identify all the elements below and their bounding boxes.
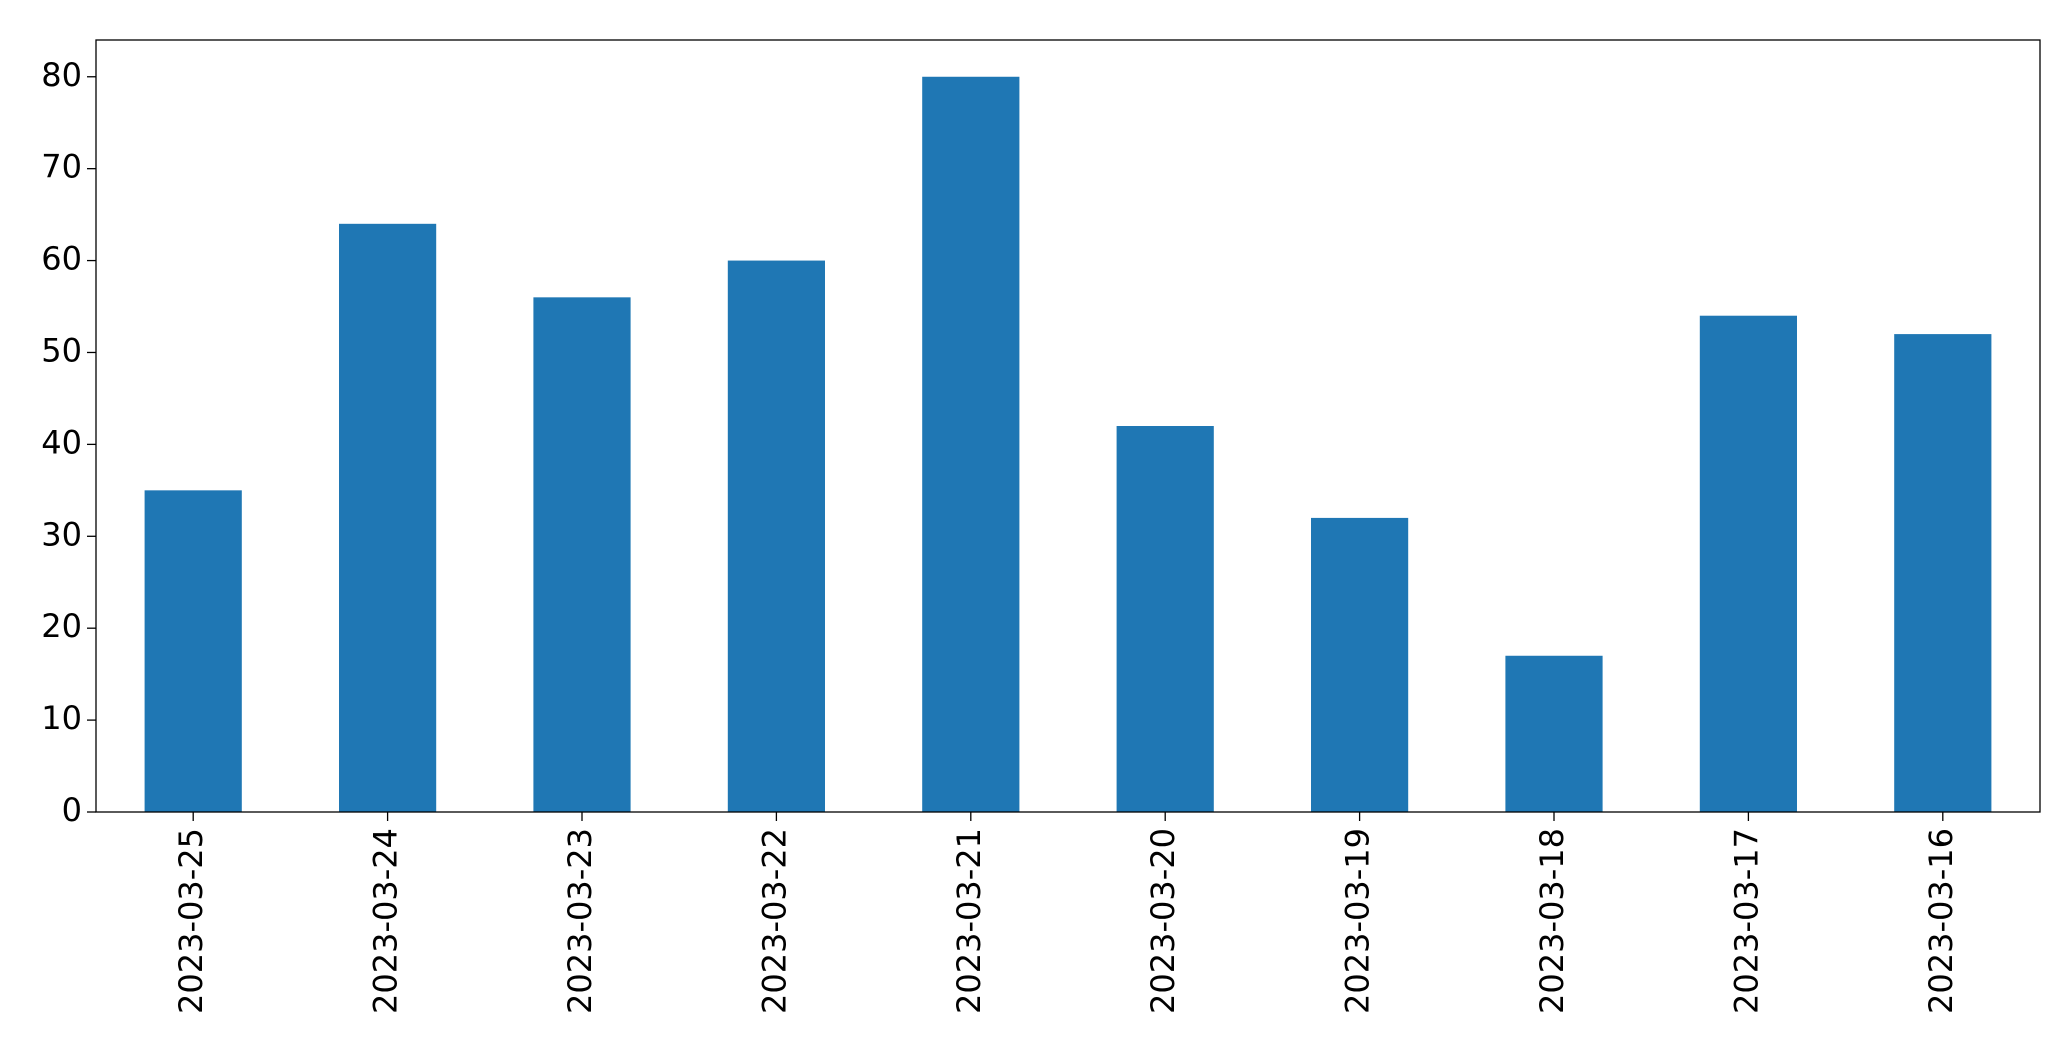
y-tick-label: 80 — [41, 56, 82, 94]
plot-frame — [95, 39, 2041, 813]
bar — [1116, 426, 1214, 812]
bar — [1311, 517, 1409, 812]
y-tick-label: 40 — [41, 423, 82, 461]
x-tick-label: 2023-03-20 — [1144, 828, 1182, 1014]
y-tick-label: 30 — [41, 515, 82, 553]
bar — [144, 490, 242, 812]
x-tick-label: 2023-03-22 — [755, 828, 793, 1014]
y-tick-label: 10 — [41, 699, 82, 737]
y-tick-label: 70 — [41, 148, 82, 186]
bar — [339, 223, 437, 813]
y-tick-label: 0 — [62, 791, 82, 829]
x-tick-label: 2023-03-24 — [367, 828, 405, 1014]
x-tick-label: 2023-03-21 — [950, 828, 988, 1014]
bar — [533, 297, 631, 812]
x-tick-label: 2023-03-25 — [172, 828, 210, 1014]
x-tick-label: 2023-03-16 — [1922, 828, 1960, 1014]
x-tick-label: 2023-03-17 — [1727, 828, 1765, 1014]
x-tick-label: 2023-03-19 — [1339, 828, 1377, 1014]
bar — [922, 76, 1020, 812]
y-tick-label: 60 — [41, 240, 82, 278]
x-tick-label: 2023-03-23 — [561, 828, 599, 1014]
bar — [727, 260, 825, 813]
y-tick-label: 20 — [41, 607, 82, 645]
x-tick-label: 2023-03-18 — [1533, 828, 1571, 1014]
bar — [1894, 334, 1992, 812]
bar — [1699, 315, 1797, 812]
y-tick-label: 50 — [41, 331, 82, 369]
bar — [1505, 655, 1603, 812]
